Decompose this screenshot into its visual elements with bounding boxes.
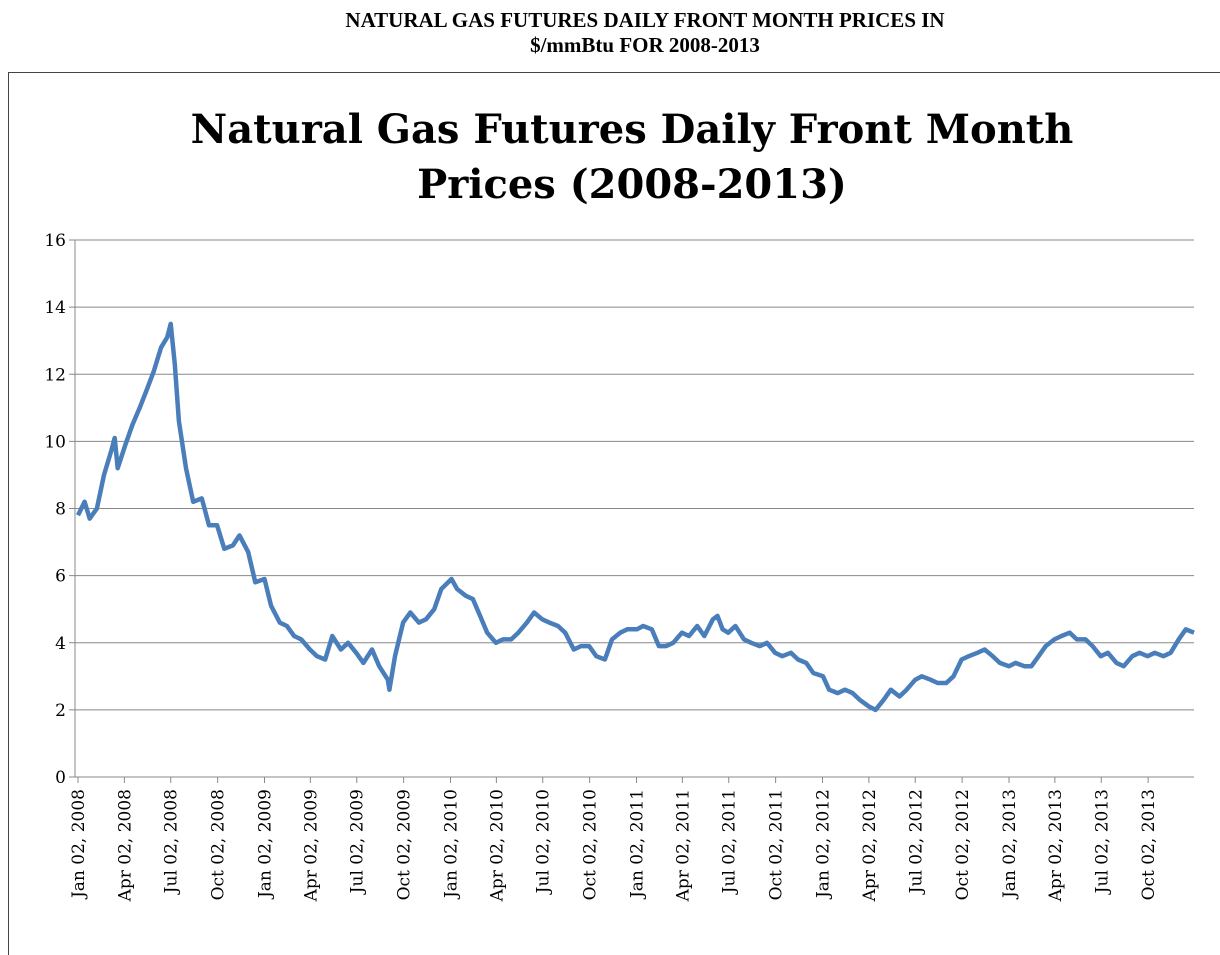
x-tick-label: Jan 02, 2013 [1000, 789, 1020, 900]
x-tick-label: Oct 02, 2008 [209, 789, 229, 900]
x-tick-label: Oct 02, 2009 [395, 789, 415, 900]
x-tick-label: Oct 02, 2010 [581, 789, 601, 900]
x-tick-label: Jul 02, 2010 [534, 789, 554, 895]
y-tick-label: 4 [55, 634, 66, 654]
chart-title: Prices (2008-2013) [417, 161, 847, 208]
x-tick-label: Jan 02, 2010 [442, 789, 462, 900]
x-tick-label: Apr 02, 2013 [1046, 789, 1066, 902]
doc-title: $/mmBtu FOR 2008-2013 [530, 33, 760, 57]
x-tick-label: Apr 02, 2011 [673, 789, 693, 902]
y-tick-label: 12 [44, 365, 66, 385]
x-tick-label: Jul 02, 2009 [348, 789, 368, 895]
y-tick-label: 14 [44, 298, 66, 318]
x-tick-label: Apr 02, 2009 [301, 789, 321, 902]
x-tick-label: Jul 02, 2011 [720, 789, 740, 895]
x-tick-label: Apr 02, 2008 [115, 789, 135, 902]
x-tick-label: Jan 02, 2009 [256, 789, 276, 900]
y-tick-label: 10 [44, 432, 66, 452]
x-tick-label: Oct 02, 2011 [767, 789, 787, 900]
x-tick-label: Apr 02, 2012 [860, 789, 880, 902]
x-tick-label: Jan 02, 2008 [69, 789, 89, 900]
chart-frame [8, 72, 1220, 955]
x-tick-label: Jul 02, 2013 [1092, 789, 1112, 895]
x-tick-label: Oct 02, 2013 [1139, 789, 1159, 900]
x-tick-label: Jan 02, 2012 [814, 789, 834, 900]
x-tick-label: Jul 02, 2008 [162, 789, 182, 895]
x-tick-label: Oct 02, 2012 [953, 789, 973, 900]
price-line [75, 321, 1195, 713]
y-tick-label: 6 [55, 567, 66, 587]
x-tick-label: Jan 02, 2011 [628, 789, 648, 900]
chart-title: Natural Gas Futures Daily Front Month [191, 106, 1074, 153]
x-tick-label: Apr 02, 2010 [487, 789, 507, 902]
y-tick-label: 8 [55, 500, 66, 520]
x-tick-label: Jul 02, 2012 [906, 789, 926, 895]
y-tick-label: 0 [55, 768, 66, 788]
y-tick-label: 16 [44, 231, 66, 251]
doc-title: NATURAL GAS FUTURES DAILY FRONT MONTH PR… [345, 8, 944, 32]
y-tick-label: 2 [55, 701, 66, 721]
